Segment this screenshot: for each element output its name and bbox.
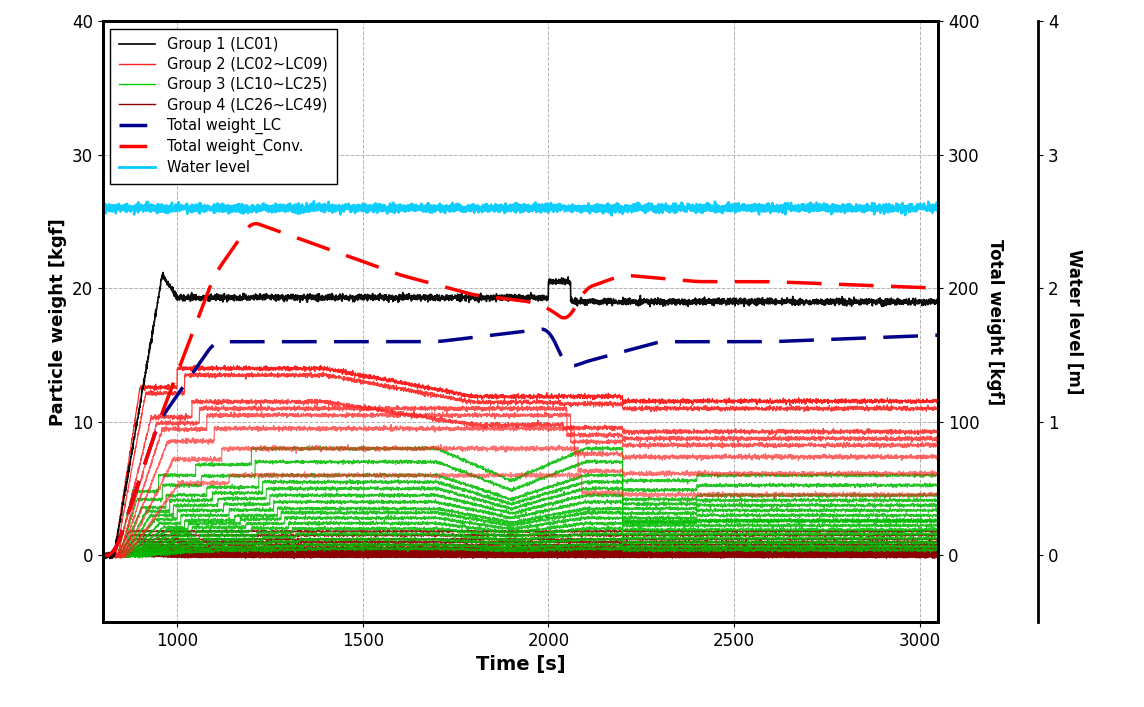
X-axis label: Time [s]: Time [s] bbox=[476, 655, 565, 674]
Y-axis label: Particle weight [kgf]: Particle weight [kgf] bbox=[48, 218, 66, 426]
Legend: Group 1 (LC01), Group 2 (LC02~LC09), Group 3 (LC10~LC25), Group 4 (LC26~LC49), T: Group 1 (LC01), Group 2 (LC02~LC09), Gro… bbox=[110, 28, 336, 184]
Y-axis label: Total weight [kgf]: Total weight [kgf] bbox=[986, 239, 1004, 404]
Y-axis label: Water level [m]: Water level [m] bbox=[1066, 249, 1083, 395]
